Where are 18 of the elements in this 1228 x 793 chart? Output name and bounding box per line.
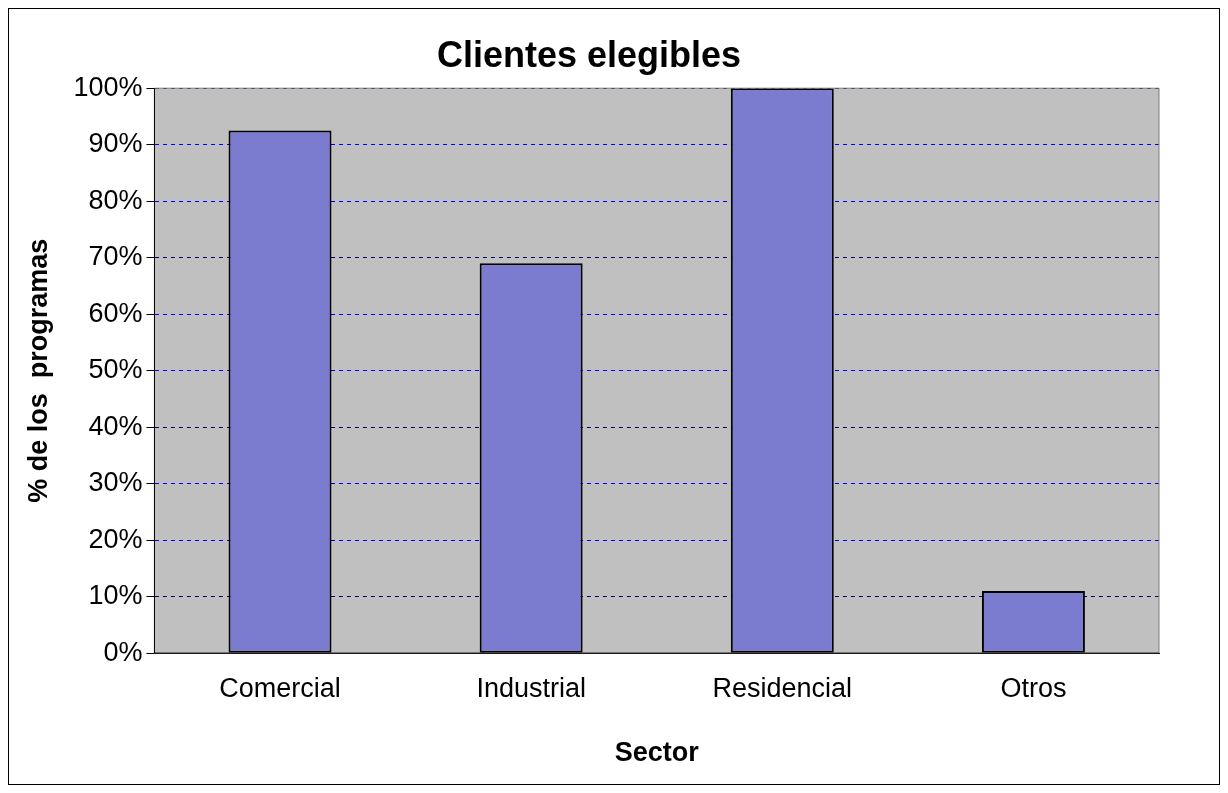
y-tick-label: 60% xyxy=(88,297,143,328)
x-axis-title: Sector xyxy=(614,737,700,768)
y-tick-label: 20% xyxy=(88,523,143,554)
y-axis-title: % de los programas xyxy=(22,238,53,503)
y-tick-label: 100% xyxy=(73,71,143,102)
y-tick-label: 30% xyxy=(88,467,143,498)
y-tick-label: 50% xyxy=(88,354,143,385)
x-tick-label: Comercial xyxy=(219,672,341,703)
x-tick-label: Residencial xyxy=(712,672,853,703)
y-tick-label: 10% xyxy=(88,580,143,611)
chart-title: Clientes elegibles xyxy=(436,33,742,75)
y-tick-label: 40% xyxy=(88,410,143,441)
y-tick-label: 90% xyxy=(88,128,143,159)
y-tick-label: 80% xyxy=(88,184,143,215)
x-tick-label: Industrial xyxy=(476,672,586,703)
y-tick-label: 0% xyxy=(103,636,143,667)
y-tick-label: 70% xyxy=(88,241,143,272)
x-tick-label: Otros xyxy=(1000,672,1067,703)
